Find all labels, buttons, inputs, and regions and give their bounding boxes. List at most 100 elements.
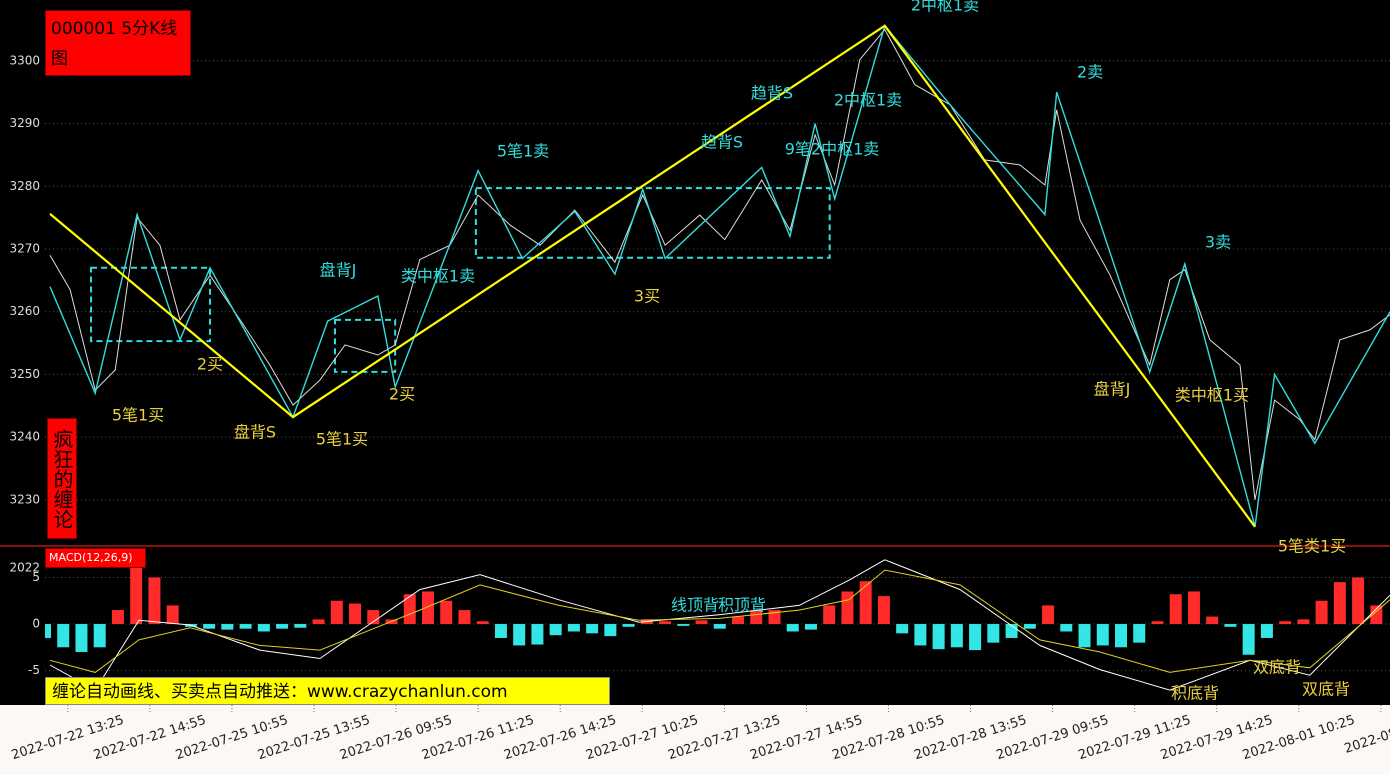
signal-annotation: 2中枢1卖 <box>911 0 979 15</box>
pivot-box <box>333 318 397 373</box>
macd-bar <box>75 624 88 652</box>
macd-tick-label: 5 <box>32 570 40 584</box>
macd-bar <box>877 596 890 625</box>
macd-bar <box>859 581 872 625</box>
segment-line <box>49 24 1256 528</box>
macd-bar <box>148 577 161 625</box>
macd-bar <box>1096 624 1109 646</box>
macd-bar <box>823 605 836 625</box>
macd-bar <box>494 624 507 638</box>
macd-bar <box>677 624 690 626</box>
macd-bar <box>476 621 489 625</box>
macd-bar <box>440 600 453 625</box>
y-tick-label: 3260 <box>9 304 40 318</box>
macd-bar <box>1315 600 1328 625</box>
macd-label: MACD(12,26,9) <box>45 548 146 568</box>
macd-annotation: 线顶背 <box>671 596 719 615</box>
macd-top-label: 2022 <box>9 561 40 575</box>
macd-annotation: 积底背 <box>1171 684 1219 703</box>
signal-annotation: 盘背J <box>1094 380 1131 399</box>
macd-bar <box>1115 624 1127 648</box>
x-axis-area <box>0 705 1390 775</box>
signal-annotation: 9笔2中枢1卖 <box>785 140 880 159</box>
macd-bar <box>57 624 70 648</box>
macd-bar <box>1279 621 1292 625</box>
signal-annotation: 5笔1卖 <box>497 142 549 161</box>
macd-bar <box>695 620 708 625</box>
signal-annotation: 盘背S <box>234 423 276 442</box>
price-line <box>49 28 1390 500</box>
macd-bar <box>732 616 745 625</box>
y-tick-label: 3280 <box>9 179 40 193</box>
y-tick-label: 3270 <box>9 241 40 255</box>
macd-bar <box>531 624 544 645</box>
macd-bar <box>276 624 289 629</box>
signal-annotation: 类中枢1买 <box>1175 386 1249 405</box>
macd-tick-label: 0 <box>32 617 40 631</box>
macd-bar <box>403 594 416 625</box>
macd-bar <box>330 600 343 625</box>
macd-bar <box>367 610 380 625</box>
macd-annotation: 双底背 <box>1302 680 1350 699</box>
signal-annotation: 趋背S <box>751 84 793 103</box>
macd-bar <box>93 624 106 648</box>
macd-bar <box>1224 624 1237 627</box>
macd-bar <box>586 624 599 634</box>
macd-bar <box>45 624 51 638</box>
macd-bar <box>804 624 817 630</box>
background <box>0 0 1390 705</box>
macd-bar <box>1206 616 1219 625</box>
signal-annotation: 2买 <box>197 355 223 374</box>
y-tick-label: 3230 <box>9 492 40 506</box>
macd-bar <box>896 624 909 634</box>
macd-bar <box>622 624 635 627</box>
macd-bar <box>768 610 781 625</box>
signal-annotation: 5笔类1买 <box>1278 537 1346 556</box>
signal-annotation: 5笔1买 <box>316 430 368 449</box>
macd-tick-label: -5 <box>28 663 40 677</box>
signal-annotation: 3卖 <box>1205 233 1231 252</box>
macd-annotation: 双底背 <box>1253 658 1301 677</box>
macd-bar <box>604 624 617 637</box>
macd-bar <box>166 605 179 625</box>
macd-bar <box>1151 621 1164 625</box>
macd-bar <box>294 624 307 628</box>
signal-annotation: 5笔1买 <box>112 406 164 425</box>
y-tick-label: 3240 <box>9 430 40 444</box>
macd-bar <box>969 624 982 651</box>
macd-bar <box>1133 624 1146 643</box>
y-tick-label: 3290 <box>9 116 40 130</box>
dea-line <box>49 569 1390 673</box>
macd-bar <box>914 624 927 646</box>
macd-bar <box>312 619 325 625</box>
macd-bar <box>239 624 252 629</box>
macd-bar <box>221 624 234 630</box>
macd-bar <box>1060 624 1073 632</box>
y-tick-label: 3250 <box>9 367 40 381</box>
signal-annotation: 2卖 <box>1077 63 1103 82</box>
macd-bar <box>987 624 1000 643</box>
pivot-box <box>90 266 212 343</box>
macd-bar <box>659 621 672 625</box>
macd-bar <box>549 624 562 636</box>
macd-annotation: 积顶背 <box>718 596 766 615</box>
macd-bar <box>1352 577 1365 625</box>
macd-bar <box>1260 624 1273 638</box>
macd-bar <box>421 591 434 625</box>
macd-bar <box>567 624 580 632</box>
y-tick-label: 3300 <box>9 53 40 67</box>
stroke-line <box>49 24 1390 527</box>
signal-annotation: 2买 <box>389 385 415 404</box>
macd-bar <box>111 610 124 625</box>
macd-bar <box>458 610 471 625</box>
signal-annotation: 2中枢1卖 <box>834 91 902 110</box>
macd-bar <box>750 610 763 625</box>
macd-bar <box>1242 624 1255 655</box>
macd-bar <box>130 563 143 625</box>
macd-bar <box>257 624 270 632</box>
macd-bar <box>1297 619 1310 625</box>
macd-bar <box>841 591 854 625</box>
macd-bar <box>786 624 799 632</box>
